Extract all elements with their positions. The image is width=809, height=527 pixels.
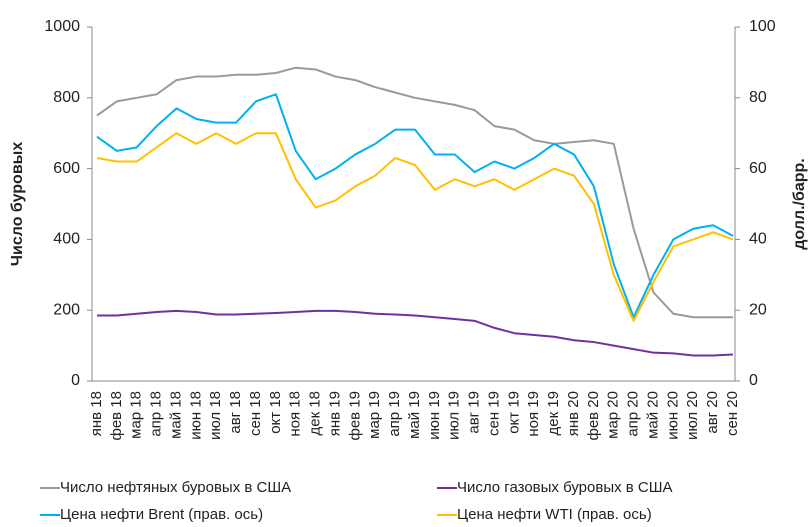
x-tick-label: окт 18 xyxy=(267,391,284,434)
series-line xyxy=(96,93,734,319)
x-tick-label: авг 18 xyxy=(227,391,244,434)
y-tick-label: 400 xyxy=(53,231,80,248)
y2-tick-label: 20 xyxy=(749,301,767,318)
y2-tick-label: 60 xyxy=(749,160,767,177)
series-line xyxy=(96,66,733,319)
x-tick-label: май 20 xyxy=(644,391,661,439)
y-tick-label: 200 xyxy=(53,301,80,318)
x-tick-label: дек 18 xyxy=(307,391,324,436)
x-tick-label: янв 20 xyxy=(565,391,582,436)
y-tick-label: 600 xyxy=(53,160,80,177)
x-tick-label: мар 19 xyxy=(366,391,383,439)
legend-label: Число газовых буровых в США xyxy=(457,479,673,496)
x-tick-label: ноя 19 xyxy=(525,391,542,437)
x-tick-label: апр 19 xyxy=(386,391,403,437)
y2-axis-label: долл./барр. xyxy=(791,158,808,250)
x-tick-label: фев 20 xyxy=(585,391,602,441)
x-tick-label: июн 20 xyxy=(664,391,681,440)
x-tick-label: фев 19 xyxy=(346,391,363,441)
x-tick-label: ноя 18 xyxy=(287,391,304,437)
y-tick-label: 1000 xyxy=(44,18,80,35)
x-tick-label: апр 20 xyxy=(625,391,642,437)
x-tick-label: окт 19 xyxy=(505,391,522,434)
y2-tick-label: 80 xyxy=(749,89,767,106)
legend-label: Число нефтяных буровых в США xyxy=(60,479,291,496)
x-tick-label: июл 19 xyxy=(446,391,463,440)
x-tick-label: июл 20 xyxy=(684,391,701,440)
x-tick-label: июн 18 xyxy=(187,391,204,440)
x-tick-label: апр 18 xyxy=(148,391,165,437)
x-tick-label: сен 20 xyxy=(724,391,741,436)
x-tick-label: сен 18 xyxy=(247,391,264,436)
x-tick-label: мар 18 xyxy=(128,391,145,439)
x-tick-label: июл 18 xyxy=(207,391,224,440)
y-axis-label: Число буровых xyxy=(9,142,26,267)
x-tick-label: авг 20 xyxy=(704,391,721,434)
x-tick-label: янв 19 xyxy=(326,391,343,436)
x-tick-label: фев 18 xyxy=(108,391,125,441)
legend-label: Цена нефти Brent (прав. ось) xyxy=(60,506,263,523)
y-tick-label: 800 xyxy=(53,89,80,106)
x-tick-label: сен 19 xyxy=(485,391,502,436)
y-tick-label: 0 xyxy=(71,372,80,389)
x-tick-label: янв 18 xyxy=(88,391,105,436)
series-line xyxy=(97,309,734,357)
legend-label: Цена нефти WTI (прав. ось) xyxy=(457,506,652,523)
x-tick-label: авг 19 xyxy=(466,391,483,434)
x-tick-label: май 18 xyxy=(167,391,184,439)
x-tick-label: май 19 xyxy=(406,391,423,439)
y2-tick-label: 100 xyxy=(749,18,776,35)
y2-tick-label: 0 xyxy=(749,372,758,389)
x-tick-label: дек 19 xyxy=(545,391,562,436)
series-line xyxy=(96,132,734,322)
x-tick-label: июн 19 xyxy=(426,391,443,440)
x-tick-label: мар 20 xyxy=(605,391,622,439)
y2-tick-label: 40 xyxy=(749,231,767,248)
